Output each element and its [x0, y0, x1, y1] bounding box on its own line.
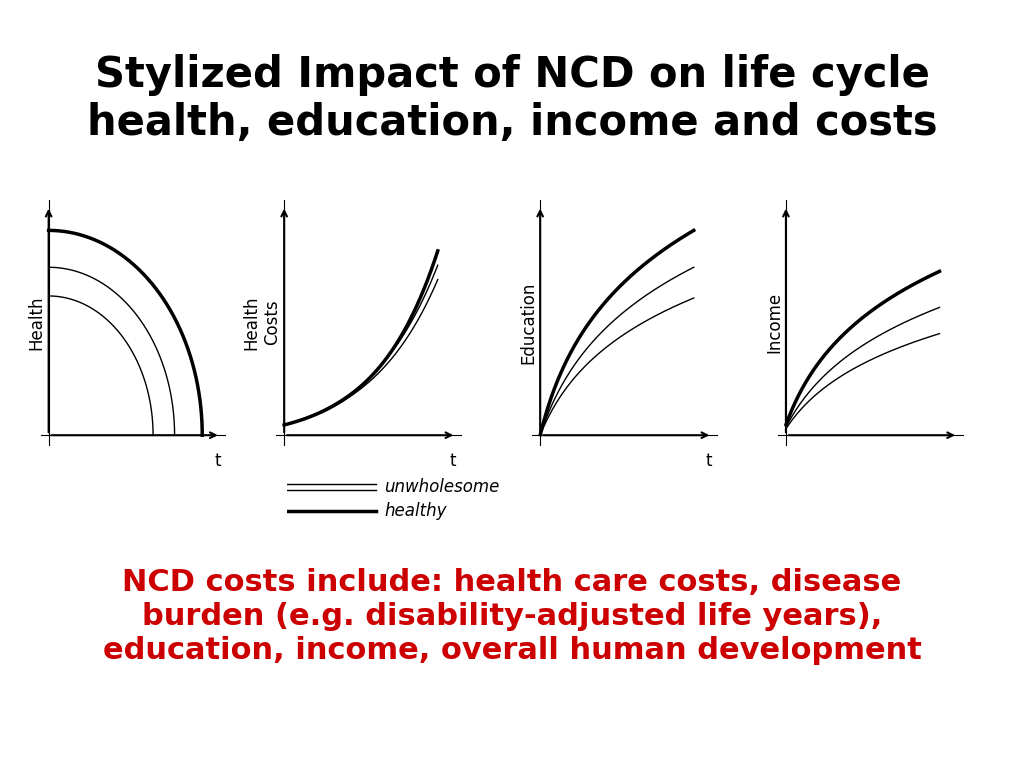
- Text: healthy: healthy: [384, 502, 446, 521]
- Text: t: t: [706, 452, 713, 469]
- Y-axis label: Education: Education: [519, 281, 538, 364]
- Text: t: t: [214, 452, 221, 469]
- Y-axis label: Health: Health: [28, 296, 46, 349]
- Text: unwholesome: unwholesome: [384, 478, 500, 496]
- Y-axis label: Income: Income: [765, 292, 783, 353]
- Text: NCD costs include: health care costs, disease
burden (e.g. disability-adjusted l: NCD costs include: health care costs, di…: [102, 568, 922, 664]
- Text: Stylized Impact of NCD on life cycle
health, education, income and costs: Stylized Impact of NCD on life cycle hea…: [87, 54, 937, 144]
- Y-axis label: Health
Costs: Health Costs: [243, 296, 282, 349]
- Text: t: t: [450, 452, 457, 469]
